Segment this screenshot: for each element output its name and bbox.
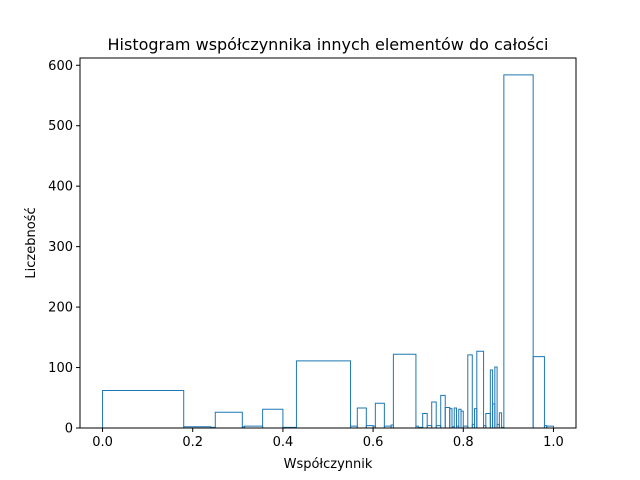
plot-frame	[79, 57, 577, 429]
y-tick-label: 0	[65, 422, 73, 437]
x-tick-label: 0.2	[182, 435, 203, 450]
chart-title: Histogram współczynnika innych elementów…	[108, 35, 549, 54]
x-axis: 0.0 0.2 0.4 0.6 0.8 1.0	[92, 428, 564, 450]
histogram-bar	[494, 366, 498, 428]
x-axis-title: Współczynnik	[284, 457, 373, 472]
y-tick-label: 100	[48, 361, 73, 376]
y-tick-label: 200	[48, 301, 73, 316]
histogram-bar	[431, 401, 437, 428]
x-tick-label: 0.4	[273, 435, 294, 450]
histogram-bar	[532, 356, 545, 428]
y-tick-label: 300	[48, 240, 73, 255]
y-tick-label: 600	[48, 59, 73, 74]
histogram-bar	[498, 412, 503, 428]
histogram-bar	[392, 353, 417, 428]
histogram-bar	[356, 407, 367, 428]
x-tick-label: 0.6	[363, 435, 384, 450]
y-axis: 0 100 200 300 400 500 600	[48, 59, 80, 437]
histogram-bar	[503, 74, 534, 428]
histogram-bar	[295, 360, 352, 428]
x-tick-label: 0.0	[92, 435, 113, 450]
x-tick-label: 1.0	[543, 435, 564, 450]
histogram-bar	[214, 411, 243, 428]
histogram-bar	[374, 402, 385, 428]
y-tick-label: 400	[48, 180, 73, 195]
histogram-bar	[489, 369, 494, 428]
y-tick-label: 500	[48, 119, 73, 134]
histogram-bar	[422, 412, 428, 428]
histogram-bar	[453, 407, 458, 428]
histogram-bar	[546, 425, 554, 428]
y-axis-title: Liczebność	[24, 207, 39, 278]
x-tick-label: 0.8	[453, 435, 474, 450]
histogram-bar	[476, 350, 485, 428]
histogram-bar	[460, 410, 464, 428]
histogram-bar	[467, 354, 473, 428]
histogram-bar	[262, 408, 284, 428]
histogram-bar	[102, 390, 185, 428]
histogram-bar	[449, 408, 453, 428]
